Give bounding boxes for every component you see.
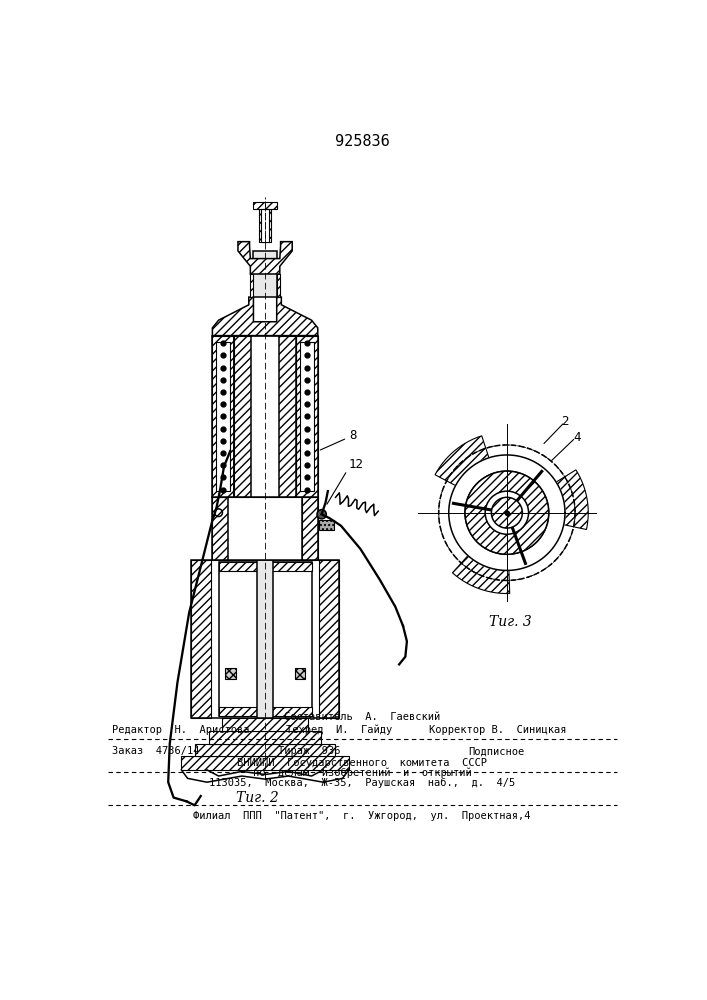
- Text: 113035,  Москва,  Ж-35,  Раушская  наб.,  д.  4/5: 113035, Москва, Ж-35, Раушская наб., д. …: [209, 778, 515, 788]
- Bar: [295, 668, 305, 679]
- Bar: [261, 209, 269, 242]
- Bar: [257, 406, 273, 718]
- Circle shape: [317, 510, 327, 519]
- Text: 8: 8: [349, 429, 356, 442]
- Polygon shape: [452, 554, 510, 594]
- Text: Заказ  4736/14: Заказ 4736/14: [112, 746, 199, 756]
- Bar: [259, 209, 271, 242]
- Bar: [218, 707, 312, 716]
- Text: Τиг. 3: Τиг. 3: [489, 615, 532, 629]
- Text: Составитель  А.  Гаевский: Составитель А. Гаевский: [284, 712, 440, 722]
- Bar: [209, 731, 321, 744]
- Bar: [192, 560, 211, 718]
- Bar: [276, 274, 280, 297]
- Bar: [212, 336, 234, 497]
- Polygon shape: [435, 436, 490, 487]
- Circle shape: [465, 471, 549, 554]
- Circle shape: [491, 497, 522, 528]
- Text: по  делам  изобретений  и  открытий: по делам изобретений и открытий: [252, 768, 472, 778]
- Text: Корректор В.  Синицкая: Корректор В. Синицкая: [429, 725, 567, 735]
- Text: Техред  И.  Гайду: Техред И. Гайду: [286, 725, 392, 735]
- Bar: [234, 336, 296, 497]
- Bar: [300, 342, 314, 491]
- Bar: [218, 562, 312, 571]
- Text: Подписное: Подписное: [468, 746, 525, 756]
- Polygon shape: [554, 470, 588, 530]
- Bar: [212, 497, 317, 560]
- Text: Тираж  936: Тираж 936: [278, 746, 341, 756]
- Text: Филиал  ППП  "Патент",  г.  Ужгород,  ул.  Проектная,4: Филиал ППП "Патент", г. Ужгород, ул. Про…: [193, 811, 531, 821]
- Bar: [253, 251, 276, 297]
- Bar: [222, 718, 308, 731]
- Bar: [228, 497, 303, 560]
- Bar: [252, 202, 277, 209]
- Bar: [212, 497, 228, 560]
- Bar: [251, 336, 279, 497]
- Text: Редактор  Н.  Аристова: Редактор Н. Аристова: [112, 725, 249, 735]
- Bar: [218, 562, 312, 716]
- Polygon shape: [449, 455, 565, 570]
- Text: 4: 4: [573, 431, 580, 444]
- Polygon shape: [212, 297, 317, 336]
- Text: ВНИИПИ  Государственного  комитета  СССР: ВНИИПИ Государственного комитета СССР: [237, 758, 487, 768]
- Bar: [296, 336, 317, 497]
- Bar: [182, 756, 349, 770]
- Bar: [296, 336, 317, 497]
- Bar: [319, 520, 334, 530]
- Text: 2: 2: [561, 415, 568, 428]
- Bar: [250, 274, 253, 297]
- Bar: [195, 744, 335, 756]
- Circle shape: [485, 491, 529, 534]
- Circle shape: [465, 471, 549, 554]
- Bar: [225, 668, 235, 679]
- Bar: [234, 336, 296, 497]
- Text: 925836: 925836: [334, 134, 390, 149]
- Bar: [303, 497, 317, 560]
- Bar: [216, 342, 230, 491]
- Bar: [192, 560, 339, 718]
- Bar: [212, 336, 234, 497]
- Polygon shape: [238, 242, 292, 274]
- Text: 12: 12: [349, 458, 364, 471]
- Text: Τиг. 2: Τиг. 2: [236, 791, 279, 805]
- Bar: [320, 560, 339, 718]
